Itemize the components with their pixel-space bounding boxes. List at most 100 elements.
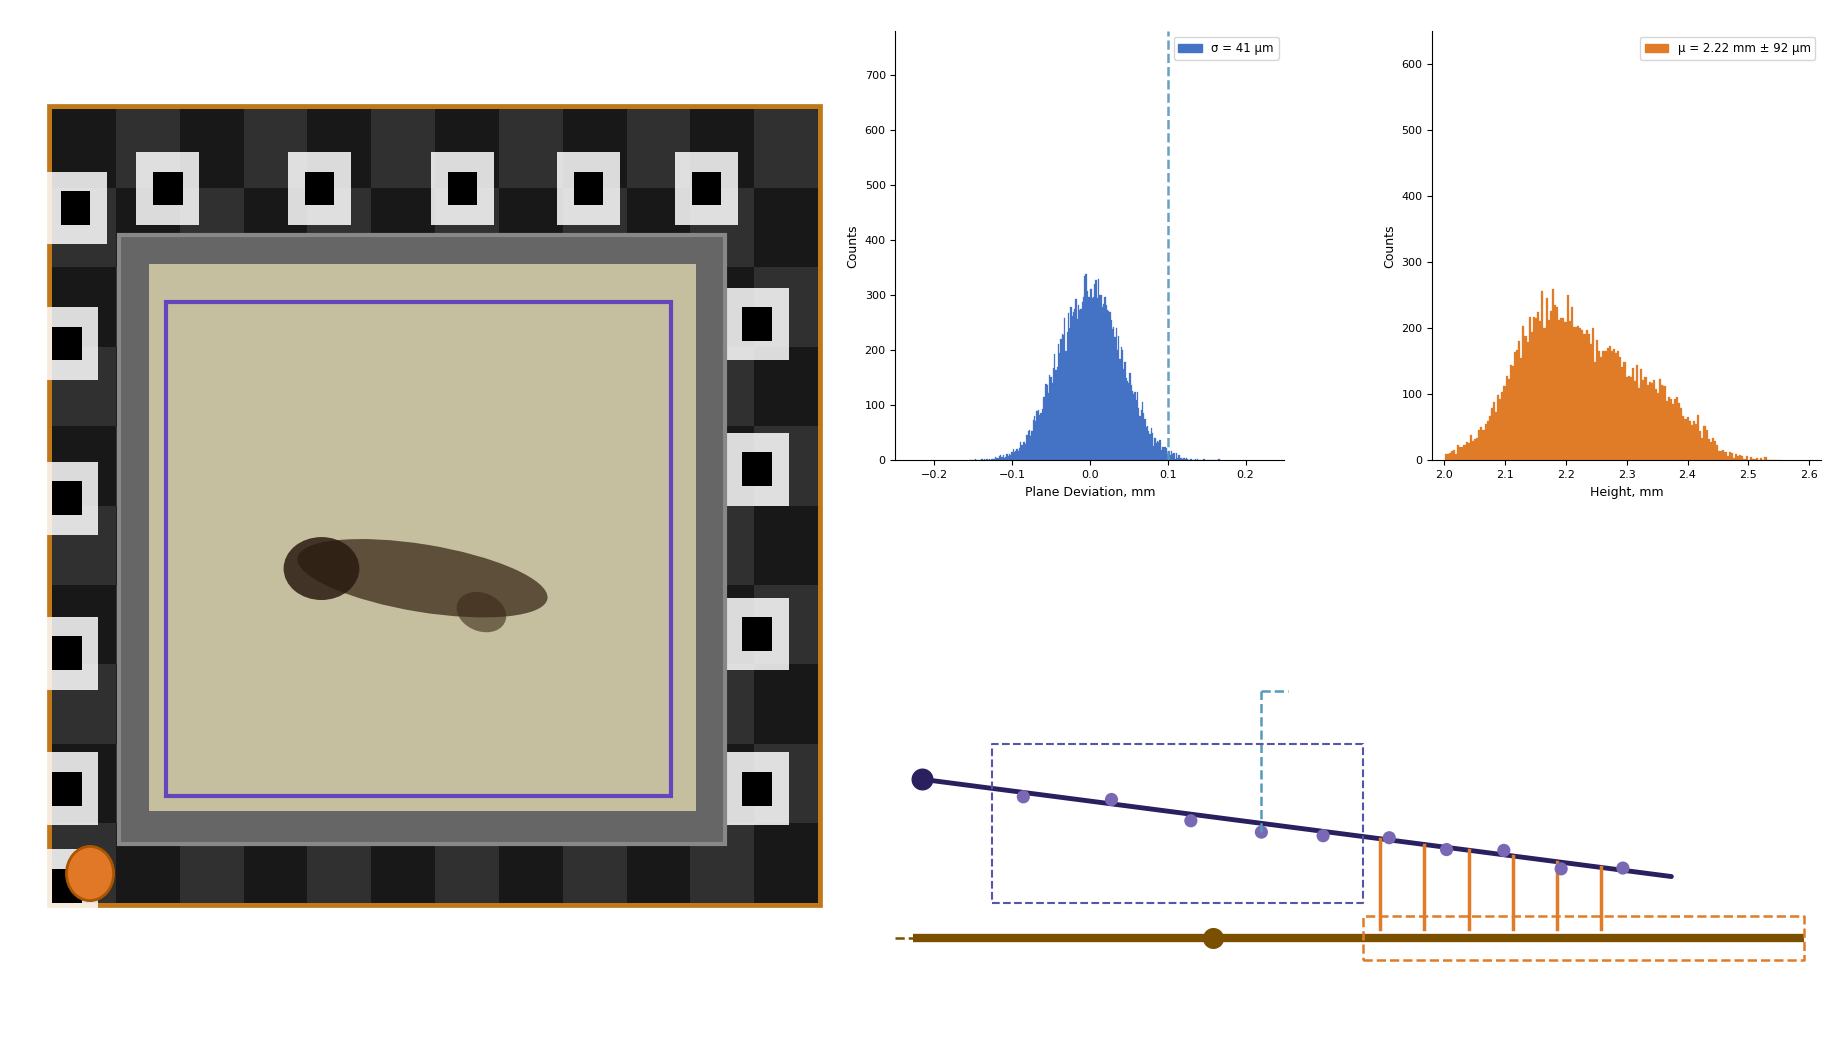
Bar (1504, 376, 1506, 460)
Bar (1713, 440, 1715, 460)
Bar (754, 664, 817, 743)
Circle shape (67, 846, 113, 900)
Bar (1445, 454, 1449, 460)
Bar (1619, 357, 1621, 460)
Bar (35, 849, 98, 922)
Bar (434, 268, 499, 347)
Bar (1643, 377, 1647, 460)
Bar (1756, 458, 1757, 460)
Bar (689, 268, 754, 347)
Bar (562, 108, 626, 188)
Bar (434, 347, 499, 426)
Bar (1641, 380, 1643, 460)
Bar (1576, 327, 1578, 460)
Bar (1639, 370, 1641, 460)
Bar (1489, 408, 1491, 460)
Bar (741, 771, 771, 806)
Ellipse shape (298, 539, 547, 617)
Bar (1617, 352, 1619, 460)
Bar (1704, 430, 1708, 460)
Bar (166, 302, 671, 796)
Bar (1562, 319, 1563, 460)
Bar (1702, 426, 1704, 460)
Bar (689, 823, 754, 903)
Bar (1458, 447, 1460, 460)
Bar (1634, 381, 1635, 460)
Bar (1599, 357, 1602, 460)
Bar (1648, 382, 1650, 460)
Bar (1456, 445, 1458, 460)
Bar (52, 506, 116, 585)
Bar (754, 108, 817, 188)
Bar (1469, 435, 1471, 460)
Bar (1665, 401, 1667, 460)
Bar (1695, 424, 1696, 460)
Bar (1506, 379, 1510, 460)
Bar (562, 823, 626, 903)
Point (1430, 841, 1460, 858)
Bar (35, 753, 98, 826)
Bar (1593, 362, 1595, 460)
Legend: μ = 2.22 mm ± 92 μm: μ = 2.22 mm ± 92 μm (1639, 37, 1815, 59)
Bar (562, 268, 626, 347)
Bar (1739, 455, 1741, 460)
Bar (371, 108, 434, 188)
Bar (116, 108, 179, 188)
Bar (1689, 426, 1693, 460)
Bar (754, 585, 817, 664)
Bar (116, 347, 179, 426)
Bar (434, 743, 499, 823)
Bar (434, 188, 499, 268)
Bar (741, 453, 771, 486)
Bar (371, 506, 434, 585)
Bar (562, 188, 626, 268)
Bar (1647, 385, 1648, 460)
Bar (573, 172, 602, 205)
Bar (499, 743, 562, 823)
Bar (431, 152, 493, 225)
Bar (626, 506, 689, 585)
Bar (1652, 380, 1654, 460)
Bar (1660, 385, 1663, 460)
Bar (499, 347, 562, 426)
Bar (1449, 453, 1451, 460)
Bar (1465, 442, 1467, 460)
Bar (1667, 397, 1669, 460)
Bar (499, 188, 562, 268)
Bar (1567, 321, 1571, 460)
Bar (499, 664, 562, 743)
Bar (724, 433, 787, 506)
Bar (1547, 321, 1549, 460)
Bar (1582, 334, 1586, 460)
Bar (1597, 352, 1599, 460)
Bar (1495, 412, 1497, 460)
Bar (1587, 334, 1589, 460)
Bar (371, 188, 434, 268)
Bar (1663, 386, 1665, 460)
Bar (1523, 335, 1526, 460)
Bar (1574, 327, 1576, 460)
Bar (179, 506, 244, 585)
Bar (371, 426, 434, 506)
Bar (179, 426, 244, 506)
Bar (434, 664, 499, 743)
Bar (1613, 354, 1617, 460)
Bar (689, 108, 754, 188)
Bar (562, 426, 626, 506)
Point (907, 771, 937, 788)
Bar (562, 585, 626, 664)
Bar (1517, 340, 1519, 460)
Bar (307, 188, 371, 268)
Bar (52, 188, 116, 268)
Bar (1578, 328, 1580, 460)
Point (1545, 861, 1574, 878)
Bar (675, 152, 737, 225)
Bar (244, 743, 307, 823)
Bar (1558, 321, 1560, 460)
Bar (1763, 457, 1765, 460)
Bar (689, 664, 754, 743)
Bar (116, 506, 179, 585)
Bar (1711, 438, 1713, 460)
Bar (1499, 399, 1501, 460)
Bar (626, 108, 689, 188)
